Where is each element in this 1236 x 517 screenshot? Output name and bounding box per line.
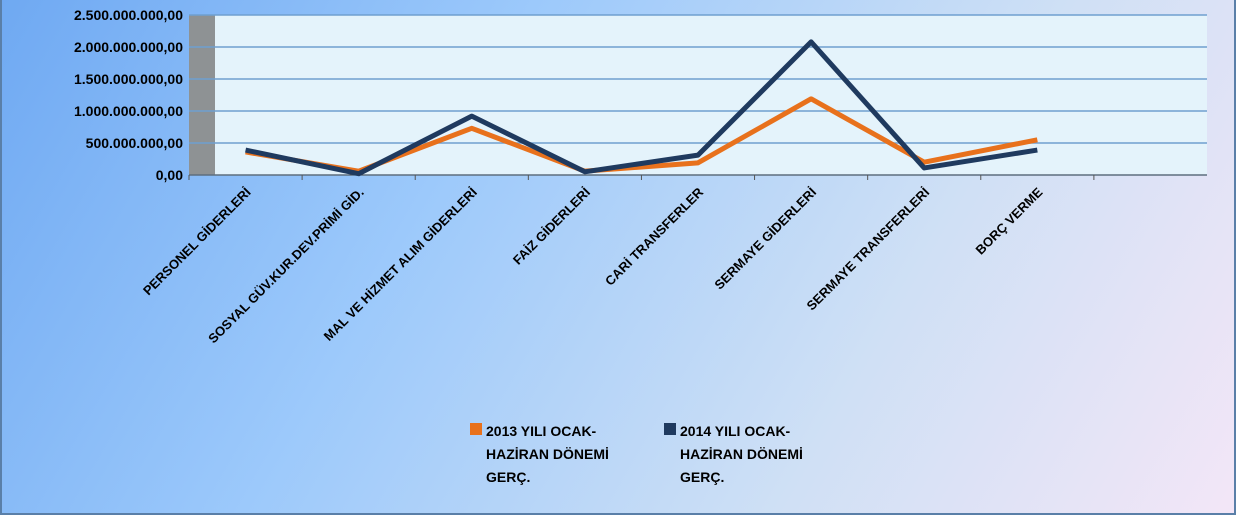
y-tick-label: 1.500.000.000,00	[74, 71, 183, 87]
x-tick-label: PERSONEL GİDERLERİ	[140, 185, 254, 299]
legend-item: 2013 YILI OCAK-HAZİRAN DÖNEMİ GERÇ.	[470, 420, 636, 489]
legend-swatch	[470, 423, 482, 435]
x-tick-label: FAİZ GİDERLERİ	[510, 185, 593, 268]
x-tick-label: SERMAYE TRANSFERLERİ	[804, 185, 933, 314]
x-tick-label: BORÇ VERME	[973, 184, 1046, 257]
legend-item: 2014 YILI OCAK-HAZİRAN DÖNEMİ GERÇ.	[664, 420, 830, 489]
legend-label: 2014 YILI OCAK-HAZİRAN DÖNEMİ GERÇ.	[680, 423, 803, 485]
legend-swatch	[664, 423, 676, 435]
series-line	[245, 39, 1038, 177]
x-tick-label: SERMAYE GİDERLERİ	[711, 185, 819, 293]
y-tick-label: 500.000.000,00	[86, 135, 184, 151]
legend-label: 2013 YILI OCAK-HAZİRAN DÖNEMİ GERÇ.	[486, 423, 609, 485]
y-tick-label: 2.500.000.000,00	[74, 7, 183, 23]
y-tick-label: 1.000.000.000,00	[74, 103, 183, 119]
plot-area	[189, 15, 1207, 175]
y-tick-label: 2.000.000.000,00	[74, 39, 183, 55]
y-tick-label: 0,00	[156, 167, 183, 183]
back-wall	[189, 15, 215, 175]
x-tick-label: CARİ TRANSFERLER	[602, 184, 706, 288]
legend: 2013 YILI OCAK-HAZİRAN DÖNEMİ GERÇ. 2014 …	[470, 420, 830, 489]
